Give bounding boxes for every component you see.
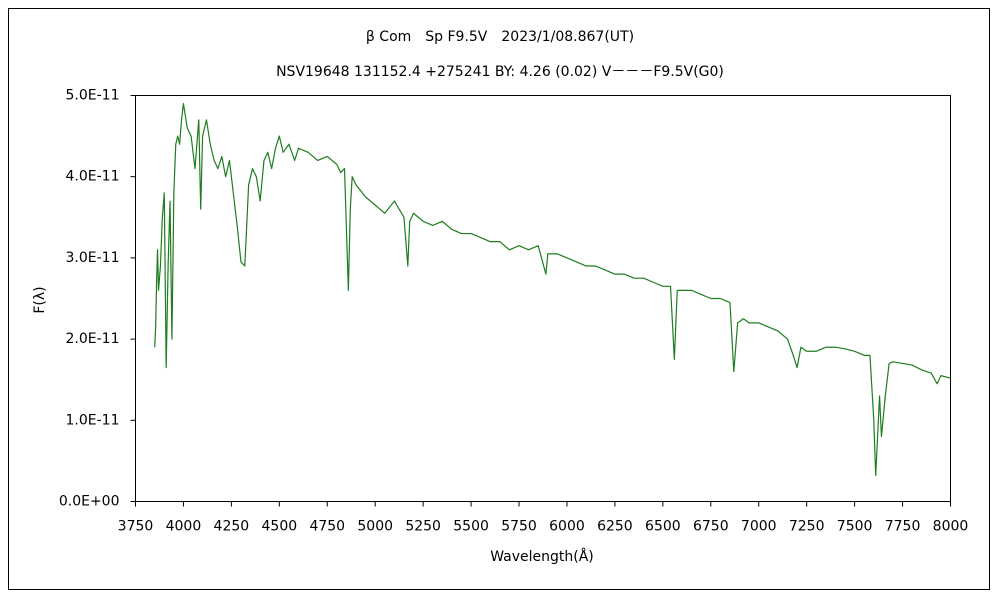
y-tick-label: 2.0E-11 — [66, 331, 120, 347]
chart-subtitle: NSV19648 131152.4 +275241 BY: 4.26 (0.02… — [276, 64, 724, 80]
y-tick-label: 5.0E-11 — [66, 88, 120, 104]
x-tick-label: 6250 — [597, 519, 633, 535]
x-tick-label: 6000 — [549, 519, 585, 535]
plot-area — [135, 95, 951, 502]
x-axis-label: Wavelength(Å) — [490, 548, 594, 565]
x-tick-label: 7250 — [789, 519, 825, 535]
y-tick-label: 0.0E+00 — [59, 494, 120, 510]
x-tick-label: 4750 — [309, 519, 345, 535]
chart-title: β Com Sp F9.5V 2023/1/08.867(UT) — [366, 29, 634, 45]
y-axis-label: F(λ) — [32, 286, 48, 313]
y-tick-label: 3.0E-11 — [66, 250, 120, 266]
x-tick-label: 5750 — [501, 519, 537, 535]
y-tick-label: 1.0E-11 — [66, 412, 120, 428]
x-tick-label: 4000 — [166, 519, 202, 535]
x-tick-label: 3750 — [118, 519, 154, 535]
spectrum-line — [154, 103, 951, 477]
x-tick-label: 4500 — [262, 519, 298, 535]
x-tick-label: 4250 — [214, 519, 250, 535]
x-tick-label: 5000 — [357, 519, 393, 535]
x-tick-label: 7000 — [741, 519, 777, 535]
x-tick-label: 6500 — [645, 519, 681, 535]
x-tick-label: 5250 — [405, 519, 441, 535]
x-tick-label: 7500 — [837, 519, 873, 535]
x-tick-label: 5500 — [453, 519, 489, 535]
x-tick-label: 7750 — [885, 519, 921, 535]
x-tick-label: 8000 — [933, 519, 969, 535]
y-tick-label: 4.0E-11 — [66, 169, 120, 185]
x-tick-label: 6750 — [693, 519, 729, 535]
